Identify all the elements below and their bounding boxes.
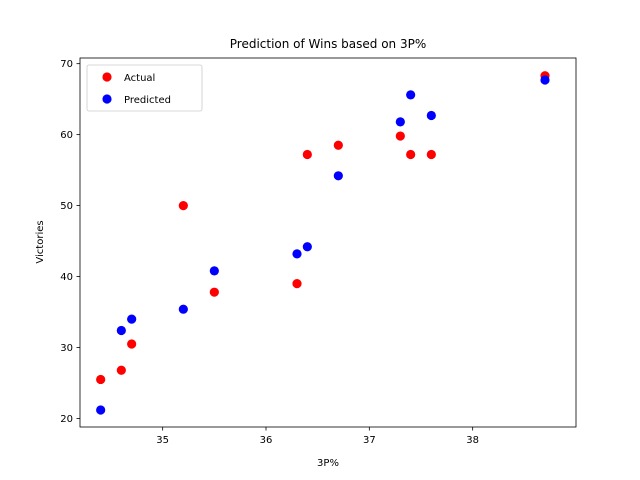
plot-area [96, 71, 550, 415]
x-tick-label: 36 [260, 435, 273, 446]
y-tick-label: 70 [60, 59, 73, 70]
point-actual-6 [302, 149, 312, 160]
point-predicted-9 [406, 90, 416, 100]
point-actual-8 [395, 131, 405, 141]
legend-box [86, 64, 203, 112]
x-tick-label: 35 [156, 435, 169, 446]
y-tick-label: 20 [60, 414, 73, 425]
point-actual-7 [333, 140, 343, 150]
point-actual-10 [426, 149, 436, 160]
x-axis-label: 3P% [317, 458, 339, 469]
point-predicted-11 [540, 75, 550, 85]
point-predicted-2 [127, 314, 137, 324]
point-actual-5 [292, 279, 302, 289]
point-predicted-8 [395, 117, 405, 127]
x-tick-label: 38 [466, 435, 479, 446]
legend: Actual Predicted [86, 64, 203, 112]
point-actual-4 [209, 287, 219, 297]
chart-title: Prediction of Wins based on 3P% [230, 37, 427, 51]
y-tick-label: 40 [60, 272, 73, 283]
y-tick-label: 50 [60, 201, 73, 212]
point-predicted-1 [116, 325, 126, 336]
point-predicted-6 [302, 242, 312, 252]
y-axis-label: Victories [35, 220, 46, 263]
point-predicted-10 [426, 110, 436, 121]
legend-label-predicted: Predicted [124, 95, 171, 106]
axes: 35 36 37 38 20 30 40 50 60 70 [60, 57, 577, 446]
point-predicted-7 [333, 171, 343, 181]
point-actual-9 [406, 149, 416, 160]
point-predicted-5 [292, 249, 302, 259]
legend-marker-actual [102, 72, 112, 82]
point-predicted-3 [178, 304, 188, 314]
point-actual-0 [96, 374, 106, 385]
point-actual-2 [127, 339, 137, 349]
point-predicted-4 [209, 266, 219, 276]
point-predicted-0 [96, 405, 106, 415]
x-tick-label: 37 [363, 435, 376, 446]
legend-label-actual: Actual [124, 73, 155, 84]
point-actual-1 [116, 365, 126, 375]
plot-frame [79, 57, 577, 428]
y-tick-label: 60 [60, 130, 73, 141]
y-tick-label: 30 [60, 343, 73, 354]
legend-marker-predicted [102, 94, 112, 104]
point-actual-3 [178, 201, 188, 211]
